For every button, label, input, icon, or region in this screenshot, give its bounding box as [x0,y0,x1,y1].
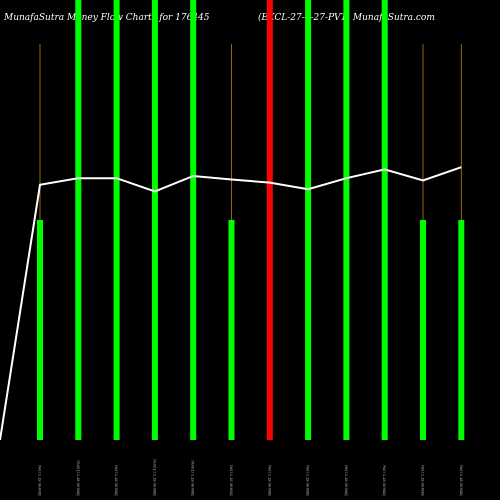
bar-11 [420,220,426,440]
bar-5 [190,0,197,440]
bar-7 [266,0,273,440]
x-tick-label: 18M-90 ST Y (0%) [115,464,119,496]
bar-9 [343,0,350,440]
bar-2 [75,0,82,440]
money-flow-line [0,166,462,441]
x-tick-label: 18M-90 ST Y (0%) [306,464,310,496]
bar-6 [228,220,235,440]
x-tick-label: 18M-90 ST Y (0%) [383,464,387,496]
bar-4 [151,0,158,440]
x-tick-label: 18M-90 ST Y (0%) [421,464,425,496]
x-tick-label: 18M-90 ST Y (100%) [191,460,195,496]
bar-12 [458,220,465,440]
x-tick-label: 18M-90 ST Y (0%) [230,464,234,496]
x-tick-label: 18M-90 ST Y (0%) [459,464,463,496]
chart-title-left: MunafaSutra Money Flow Charts for 176445 [4,13,210,23]
bar-8 [305,0,312,440]
x-tick-label: 18M-90 ST Y (0%) [344,464,348,496]
bar-3 [113,0,120,440]
bar-10 [381,0,388,440]
bar-1 [37,220,43,440]
x-tick-label: 18M-90 ST Y (100%) [76,460,80,496]
x-tick-label: 18M-90 ST Y (0%) [268,464,272,496]
x-tick-label: 18M-90 ST Y (0%) [38,464,42,496]
x-tick-label: 18M-90 ST Y (-100%) [153,459,157,496]
